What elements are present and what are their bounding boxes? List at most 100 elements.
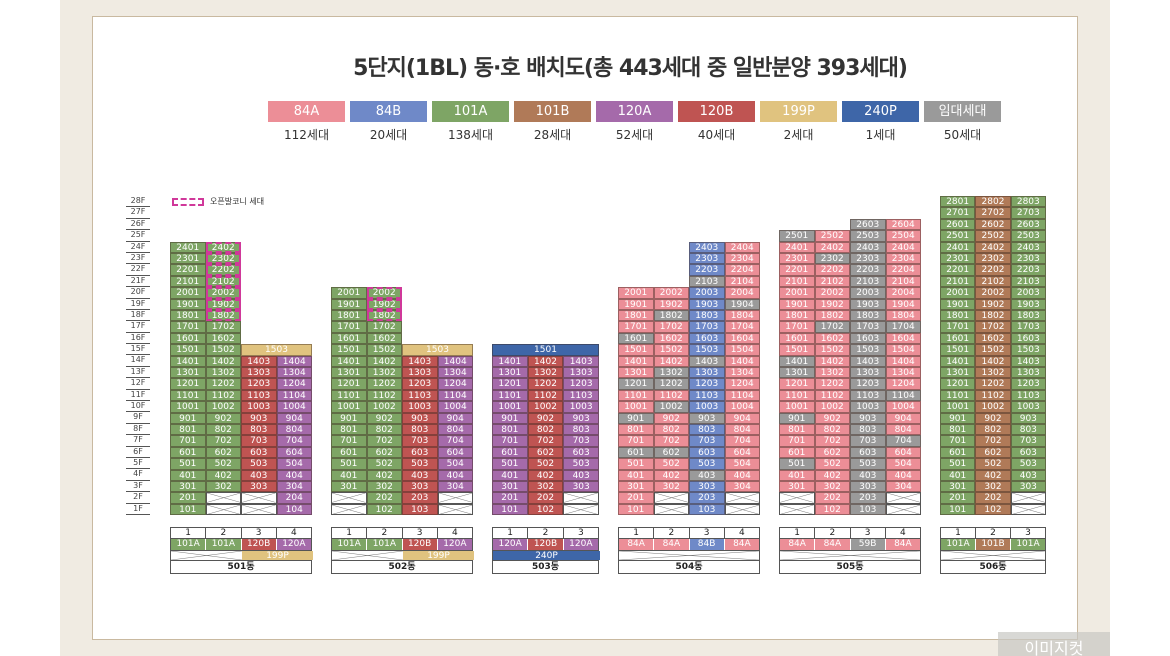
unit-cell: 601: [940, 446, 976, 459]
unit-cell: 602: [653, 446, 689, 459]
unit-cell: 1703: [1010, 321, 1046, 333]
unit-cell: 302: [814, 481, 850, 493]
line-number: 1: [332, 528, 368, 539]
unit-cell: 1303: [689, 367, 725, 379]
unit-cell: 1101: [492, 389, 528, 402]
unit-cell: 1302: [814, 367, 850, 379]
unit-cell: 901: [492, 412, 528, 424]
unit-type-legend: 84A 112세대 84B 20세대 101A 138세대 101B 28세대 120A 52세대…: [268, 101, 1001, 143]
unit-cell: 1401: [331, 355, 367, 367]
floor-label: 7F: [126, 435, 150, 447]
unit-cell: 1901: [170, 298, 206, 310]
line-number: 2: [528, 528, 564, 539]
unit-cell: 1003: [1010, 401, 1046, 413]
unit-cell: 501: [618, 458, 654, 470]
unit-cell: 103: [850, 503, 886, 516]
unit-cell: 102: [366, 503, 402, 516]
unit-cell: 202: [527, 492, 564, 504]
unit-cell: 2204: [724, 264, 760, 276]
unit-cell: 1702: [975, 321, 1011, 333]
unit-cell: 2404: [724, 241, 760, 253]
unit-cell: 1403: [241, 355, 277, 367]
unit-cell: 602: [975, 446, 1011, 459]
floor-axis: 28F 27F 26F 25F 24F 23F 22F 21F 20F 19F 18F 17F 16F 1…: [126, 196, 150, 515]
unit-cell: 501: [170, 458, 206, 470]
unit-cell: 703: [689, 435, 725, 447]
unit-cell: 2202: [814, 264, 850, 276]
unit-cell: 202: [814, 492, 850, 504]
unit-cell: 704: [437, 435, 473, 447]
unit-cell: 1401: [170, 355, 206, 367]
unit-cell: 601: [618, 446, 654, 459]
unit-cell: 1001: [779, 401, 815, 413]
unit-cell: 1103: [563, 389, 599, 402]
unit-cell: 1902: [653, 298, 689, 310]
unit-cell: 1902: [814, 298, 850, 310]
unit-cell: 2401: [940, 241, 976, 253]
unit-cell: 202: [975, 492, 1011, 504]
unit-cell: 604: [276, 446, 312, 459]
unit-cell: 1003: [689, 401, 725, 413]
unit-cell: 1603: [689, 332, 725, 345]
no-unit-cell: [885, 492, 921, 504]
unit-cell: 1103: [689, 389, 725, 402]
unit-cell: 2501: [940, 230, 976, 242]
line-type: 84A: [619, 539, 655, 550]
unit-cell: 1602: [814, 332, 850, 345]
no-unit-cell: [724, 503, 760, 516]
unit-cell: 1102: [527, 389, 564, 402]
unit-cell: 1403: [402, 355, 438, 367]
unit-cell: 1101: [940, 389, 976, 402]
line-type-table: 1 2 3 4 84A 84A 84B 84A 504동: [618, 527, 760, 574]
unit-cell: 1304: [276, 367, 312, 379]
unit-cell: 801: [331, 424, 367, 436]
line-type: 120B: [241, 539, 277, 550]
unit-cell: 901: [331, 412, 367, 424]
unit-cell: 901: [618, 412, 654, 424]
unit-cell: 603: [402, 446, 438, 459]
legend-swatch: 84A: [268, 101, 345, 122]
unit-cell: 1103: [402, 389, 438, 402]
unit-cell: 2403: [689, 241, 725, 253]
unit-cell: 1401: [940, 355, 976, 367]
unit-cell: 2201: [779, 264, 815, 276]
unit-cell: 1102: [205, 389, 241, 402]
unit-cell: 501: [940, 458, 976, 470]
unit-cell: 201: [492, 492, 528, 504]
unit-cell: 304: [276, 481, 312, 493]
unit-cell: 1204: [276, 378, 312, 390]
unit-cell: 201: [940, 492, 976, 504]
unit-cell: 2102: [205, 275, 241, 288]
unit-cell: 1801: [331, 310, 367, 322]
unit-cell: 1204: [885, 378, 921, 390]
unit-cell: 1602: [975, 332, 1011, 345]
unit-cell: 2502: [814, 230, 850, 242]
unit-cell: 1203: [241, 378, 277, 390]
unit-cell: 1402: [366, 355, 402, 367]
legend-swatch: 120B: [678, 101, 755, 122]
unit-cell: 1902: [975, 298, 1011, 310]
line-type-table: 1 2 3 120A 120B 120A 240P 503동: [492, 527, 600, 574]
unit-cell: 101: [618, 503, 654, 516]
unit-cell: 2003: [850, 287, 886, 299]
line-number: 3: [241, 528, 277, 539]
floor-label: 25F: [126, 230, 150, 242]
unit-cell: 1304: [437, 367, 473, 379]
unit-cell: 404: [885, 469, 921, 481]
line-number: 2: [206, 528, 242, 539]
unit-cell: 2101: [170, 275, 206, 288]
line-number: 2: [654, 528, 690, 539]
floor-label: 21F: [126, 276, 150, 288]
unit-cell: 301: [618, 481, 654, 493]
no-unit-cell: [437, 503, 473, 516]
unit-cell: 402: [366, 469, 402, 481]
line-number: 1: [171, 528, 207, 539]
unit-cell: 1503: [850, 344, 886, 356]
unit-cell: 2504: [885, 230, 921, 242]
unit-cell: 1702: [814, 321, 850, 333]
no-unit-cell: [205, 492, 241, 504]
unit-cell: 1602: [366, 332, 402, 345]
unit-cell: 2304: [885, 253, 921, 265]
unit-cell: 1701: [331, 321, 367, 333]
unit-cell: 2104: [885, 275, 921, 288]
